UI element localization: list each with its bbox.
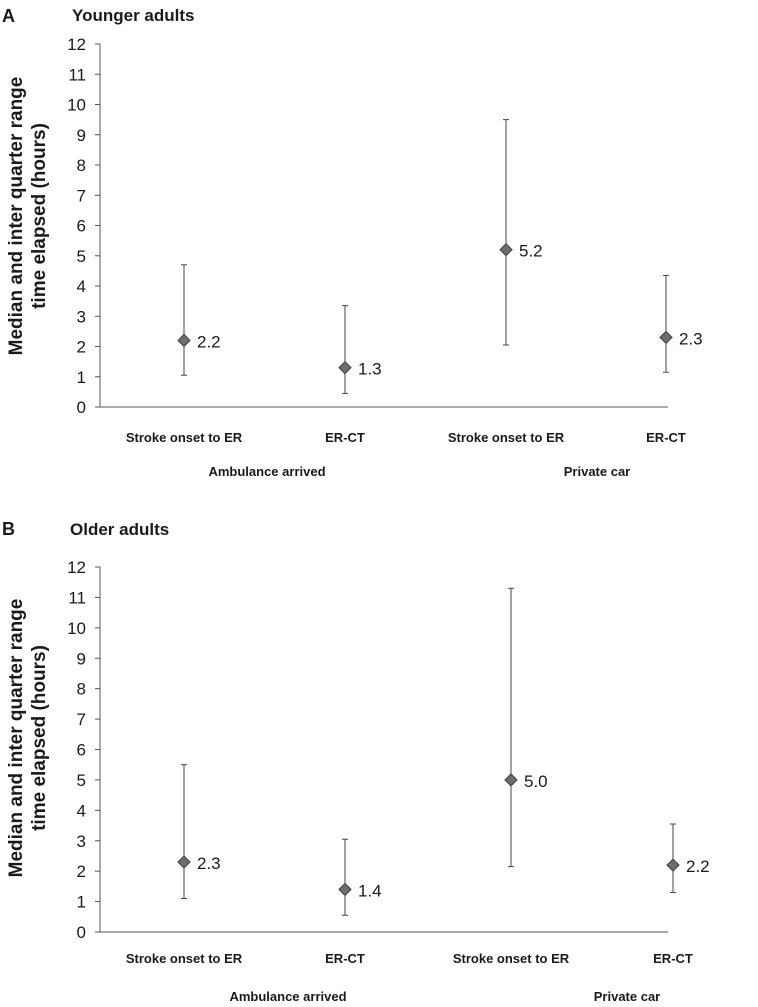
group-label: Private car — [564, 464, 631, 479]
y-tick-label: 7 — [77, 186, 86, 205]
category-labels: Stroke onset to ER ER-CT Stroke onset to E… — [126, 430, 686, 445]
y-tick-label: 7 — [77, 710, 86, 729]
median-diamond — [499, 242, 513, 257]
median-data-label: 2.3 — [197, 854, 221, 873]
panel-letter: A — [2, 6, 15, 26]
median-data-label: 2.2 — [686, 857, 710, 876]
category-label: Stroke onset to ER — [453, 951, 570, 966]
data-marks: 2.3 1.4 5.0 2.2 — [177, 587, 710, 916]
median-data-label: 1.4 — [358, 881, 382, 900]
category-label: ER-CT — [653, 951, 693, 966]
panel-a: A Younger adults Median and inter quarte… — [2, 6, 703, 479]
y-tick-label: 3 — [77, 307, 86, 326]
panel-letter: B — [2, 519, 15, 539]
y-tick-label: 10 — [67, 619, 86, 638]
y-axis-title-line1: Median and inter quarter range — [6, 77, 27, 356]
group-labels: Ambulance arrived Private car — [229, 989, 660, 1004]
y-tick-label: 9 — [77, 649, 86, 668]
y-tick-label: 2 — [77, 862, 86, 881]
y-tick-label: 2 — [77, 338, 86, 357]
y-axis-title-line1: Median and inter quarter range — [6, 599, 27, 878]
median-data-label: 1.3 — [358, 360, 382, 379]
y-tick-label: 4 — [77, 801, 86, 820]
category-labels: Stroke onset to ER ER-CT Stroke onset to E… — [126, 951, 693, 966]
group-labels: Ambulance arrived Private car — [208, 464, 630, 479]
y-tick-label: 8 — [77, 680, 86, 699]
y-tick-label: 1 — [77, 893, 86, 912]
category-label: ER-CT — [325, 430, 365, 445]
y-tick-label: 0 — [77, 923, 86, 942]
category-label: Stroke onset to ER — [126, 951, 243, 966]
panel-title: Younger adults — [72, 6, 194, 25]
y-tick-label: 8 — [77, 156, 86, 175]
y-axis-title-line2: time elapsed (hours) — [29, 645, 50, 831]
category-label: ER-CT — [646, 430, 686, 445]
y-tick-label: 5 — [77, 247, 86, 266]
y-tick-label: 5 — [77, 771, 86, 790]
median-data-label: 5.2 — [519, 242, 543, 261]
median-data-label: 2.3 — [679, 329, 703, 348]
group-label: Private car — [594, 989, 661, 1004]
median-diamond — [504, 773, 518, 787]
category-label: Stroke onset to ER — [448, 430, 565, 445]
y-axis-title-line2: time elapsed (hours) — [29, 123, 50, 309]
median-diamond — [177, 333, 191, 348]
median-data-label: 5.0 — [524, 772, 548, 791]
y-tick-label: 6 — [77, 217, 86, 236]
y-tick-label: 11 — [68, 65, 86, 84]
panel-title: Older adults — [70, 520, 169, 539]
median-diamond — [177, 855, 191, 869]
median-diamond — [666, 858, 680, 872]
median-diamond — [659, 330, 673, 345]
y-tick-label: 3 — [77, 832, 86, 851]
group-label: Ambulance arrived — [229, 989, 346, 1004]
y-tick-label: 12 — [67, 558, 86, 577]
median-diamond — [338, 360, 352, 375]
y-axis-title: Median and inter quarter range time elap… — [6, 599, 50, 878]
y-tick-label: 6 — [77, 741, 86, 760]
y-tick-label: 0 — [77, 398, 86, 417]
y-tick-label: 9 — [77, 126, 86, 145]
y-tick-label: 4 — [77, 277, 86, 296]
y-tick-label: 11 — [68, 588, 86, 607]
category-label: ER-CT — [325, 951, 365, 966]
median-diamond — [338, 882, 352, 897]
data-marks: 2.2 1.3 5.2 2.3 — [177, 119, 703, 394]
y-tick-label: 10 — [67, 96, 86, 115]
median-data-label: 2.2 — [197, 332, 221, 351]
group-label: Ambulance arrived — [208, 464, 325, 479]
y-axis-title: Median and inter quarter range time elap… — [6, 77, 50, 356]
y-tick-label: 1 — [77, 368, 86, 387]
y-tick-label: 12 — [67, 35, 86, 54]
panel-b: B Older adults Median and inter quarter … — [2, 519, 710, 1004]
category-label: Stroke onset to ER — [126, 430, 243, 445]
